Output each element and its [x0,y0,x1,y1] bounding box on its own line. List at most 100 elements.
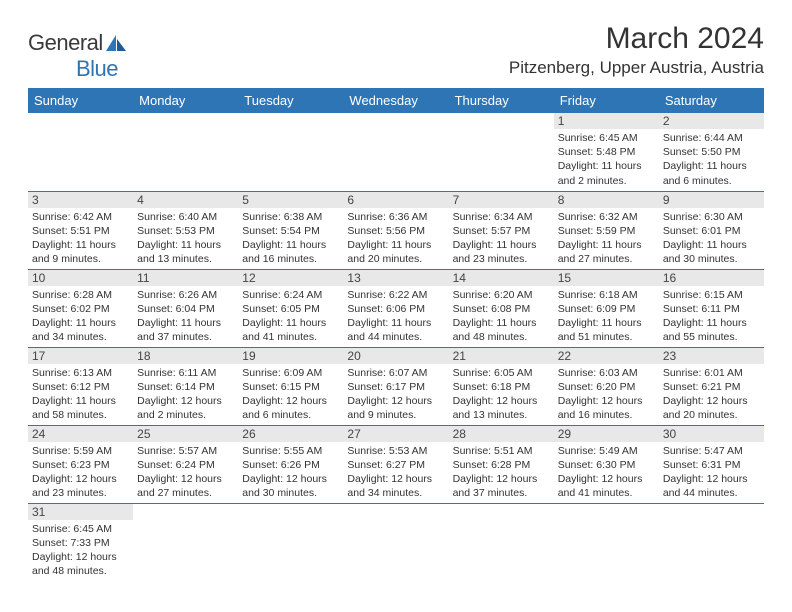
day-number: 31 [28,504,133,520]
calendar-week-row: 31Sunrise: 6:45 AMSunset: 7:33 PMDayligh… [28,503,764,581]
day-number: 18 [133,348,238,364]
day-number: 11 [133,270,238,286]
day-details: Sunrise: 5:47 AMSunset: 6:31 PMDaylight:… [659,442,764,501]
day-number: 27 [343,426,448,442]
day-details: Sunrise: 5:59 AMSunset: 6:23 PMDaylight:… [28,442,133,501]
day-details: Sunrise: 6:01 AMSunset: 6:21 PMDaylight:… [659,364,764,423]
calendar-cell: 23Sunrise: 6:01 AMSunset: 6:21 PMDayligh… [659,347,764,425]
calendar-cell: 16Sunrise: 6:15 AMSunset: 6:11 PMDayligh… [659,269,764,347]
day-details: Sunrise: 6:20 AMSunset: 6:08 PMDaylight:… [449,286,554,345]
day-number: 20 [343,348,448,364]
day-details: Sunrise: 5:51 AMSunset: 6:28 PMDaylight:… [449,442,554,501]
day-number: 14 [449,270,554,286]
day-number: 8 [554,192,659,208]
day-number: 23 [659,348,764,364]
calendar-cell: 22Sunrise: 6:03 AMSunset: 6:20 PMDayligh… [554,347,659,425]
calendar-cell: 3Sunrise: 6:42 AMSunset: 5:51 PMDaylight… [28,191,133,269]
calendar-cell [449,113,554,191]
calendar-cell: 6Sunrise: 6:36 AMSunset: 5:56 PMDaylight… [343,191,448,269]
day-details: Sunrise: 6:18 AMSunset: 6:09 PMDaylight:… [554,286,659,345]
day-details: Sunrise: 6:11 AMSunset: 6:14 PMDaylight:… [133,364,238,423]
calendar-cell: 24Sunrise: 5:59 AMSunset: 6:23 PMDayligh… [28,425,133,503]
calendar-cell: 31Sunrise: 6:45 AMSunset: 7:33 PMDayligh… [28,503,133,581]
calendar-cell: 25Sunrise: 5:57 AMSunset: 6:24 PMDayligh… [133,425,238,503]
day-details: Sunrise: 5:53 AMSunset: 6:27 PMDaylight:… [343,442,448,501]
day-number: 3 [28,192,133,208]
title-block: March 2024 Pitzenberg, Upper Austria, Au… [509,22,764,78]
day-details: Sunrise: 6:15 AMSunset: 6:11 PMDaylight:… [659,286,764,345]
calendar-cell: 10Sunrise: 6:28 AMSunset: 6:02 PMDayligh… [28,269,133,347]
logo-text: GeneralBlue [28,30,127,82]
calendar-cell: 13Sunrise: 6:22 AMSunset: 6:06 PMDayligh… [343,269,448,347]
calendar-cell: 12Sunrise: 6:24 AMSunset: 6:05 PMDayligh… [238,269,343,347]
day-details: Sunrise: 6:45 AMSunset: 5:48 PMDaylight:… [554,129,659,188]
calendar-cell: 20Sunrise: 6:07 AMSunset: 6:17 PMDayligh… [343,347,448,425]
day-number: 30 [659,426,764,442]
calendar-cell: 26Sunrise: 5:55 AMSunset: 6:26 PMDayligh… [238,425,343,503]
day-header: Wednesday [343,88,448,113]
calendar-cell: 21Sunrise: 6:05 AMSunset: 6:18 PMDayligh… [449,347,554,425]
day-details: Sunrise: 6:03 AMSunset: 6:20 PMDaylight:… [554,364,659,423]
calendar-cell [133,113,238,191]
day-details: Sunrise: 6:09 AMSunset: 6:15 PMDaylight:… [238,364,343,423]
day-number: 1 [554,113,659,129]
calendar-cell: 2Sunrise: 6:44 AMSunset: 5:50 PMDaylight… [659,113,764,191]
day-details: Sunrise: 6:24 AMSunset: 6:05 PMDaylight:… [238,286,343,345]
day-details: Sunrise: 6:44 AMSunset: 5:50 PMDaylight:… [659,129,764,188]
sail-icon [105,34,127,52]
day-number: 29 [554,426,659,442]
day-details: Sunrise: 6:30 AMSunset: 6:01 PMDaylight:… [659,208,764,267]
calendar-cell: 5Sunrise: 6:38 AMSunset: 5:54 PMDaylight… [238,191,343,269]
day-number: 19 [238,348,343,364]
day-number: 5 [238,192,343,208]
day-header: Thursday [449,88,554,113]
calendar-cell [343,113,448,191]
calendar-cell [554,503,659,581]
calendar-cell [133,503,238,581]
day-header: Tuesday [238,88,343,113]
day-number: 4 [133,192,238,208]
day-header: Saturday [659,88,764,113]
day-details: Sunrise: 6:45 AMSunset: 7:33 PMDaylight:… [28,520,133,579]
calendar-week-row: 24Sunrise: 5:59 AMSunset: 6:23 PMDayligh… [28,425,764,503]
day-details: Sunrise: 6:36 AMSunset: 5:56 PMDaylight:… [343,208,448,267]
day-header: Sunday [28,88,133,113]
day-number: 12 [238,270,343,286]
calendar-cell [343,503,448,581]
calendar-cell: 29Sunrise: 5:49 AMSunset: 6:30 PMDayligh… [554,425,659,503]
calendar-table: Sunday Monday Tuesday Wednesday Thursday… [28,88,764,581]
month-title: March 2024 [509,22,764,56]
day-details: Sunrise: 5:57 AMSunset: 6:24 PMDaylight:… [133,442,238,501]
day-details: Sunrise: 6:26 AMSunset: 6:04 PMDaylight:… [133,286,238,345]
calendar-cell: 9Sunrise: 6:30 AMSunset: 6:01 PMDaylight… [659,191,764,269]
calendar-cell [28,113,133,191]
calendar-cell: 8Sunrise: 6:32 AMSunset: 5:59 PMDaylight… [554,191,659,269]
day-header-row: Sunday Monday Tuesday Wednesday Thursday… [28,88,764,113]
day-details: Sunrise: 6:38 AMSunset: 5:54 PMDaylight:… [238,208,343,267]
calendar-cell: 28Sunrise: 5:51 AMSunset: 6:28 PMDayligh… [449,425,554,503]
day-number: 24 [28,426,133,442]
day-number: 10 [28,270,133,286]
header: GeneralBlue March 2024 Pitzenberg, Upper… [28,22,764,82]
day-number: 16 [659,270,764,286]
calendar-week-row: 1Sunrise: 6:45 AMSunset: 5:48 PMDaylight… [28,113,764,191]
day-details: Sunrise: 6:05 AMSunset: 6:18 PMDaylight:… [449,364,554,423]
day-header: Monday [133,88,238,113]
day-details: Sunrise: 6:42 AMSunset: 5:51 PMDaylight:… [28,208,133,267]
day-number: 15 [554,270,659,286]
day-details: Sunrise: 6:13 AMSunset: 6:12 PMDaylight:… [28,364,133,423]
day-details: Sunrise: 5:55 AMSunset: 6:26 PMDaylight:… [238,442,343,501]
day-number: 13 [343,270,448,286]
calendar-cell: 11Sunrise: 6:26 AMSunset: 6:04 PMDayligh… [133,269,238,347]
day-details: Sunrise: 6:34 AMSunset: 5:57 PMDaylight:… [449,208,554,267]
day-number: 6 [343,192,448,208]
day-details: Sunrise: 5:49 AMSunset: 6:30 PMDaylight:… [554,442,659,501]
calendar-cell: 14Sunrise: 6:20 AMSunset: 6:08 PMDayligh… [449,269,554,347]
calendar-cell: 7Sunrise: 6:34 AMSunset: 5:57 PMDaylight… [449,191,554,269]
calendar-cell: 15Sunrise: 6:18 AMSunset: 6:09 PMDayligh… [554,269,659,347]
location: Pitzenberg, Upper Austria, Austria [509,58,764,78]
calendar-week-row: 10Sunrise: 6:28 AMSunset: 6:02 PMDayligh… [28,269,764,347]
logo: GeneralBlue [28,30,127,82]
day-number: 28 [449,426,554,442]
calendar-cell: 17Sunrise: 6:13 AMSunset: 6:12 PMDayligh… [28,347,133,425]
